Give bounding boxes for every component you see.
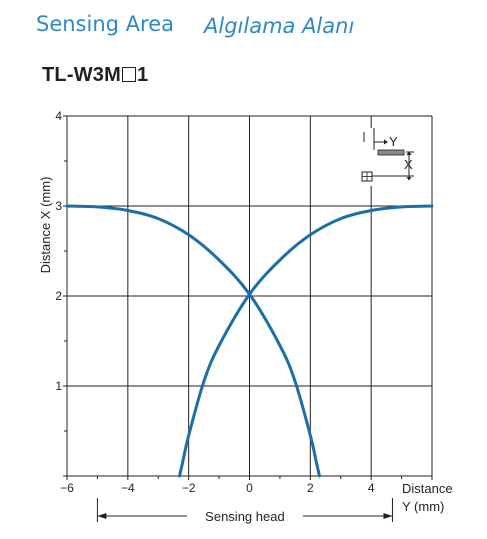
x-tick-label: −4 (121, 481, 135, 495)
x-tick-label: −6 (60, 481, 74, 495)
series-layer (65, 204, 434, 478)
section-title-english: Sensing Area (36, 12, 174, 36)
section-title-turkish: Algılama Alanı (204, 14, 355, 38)
sensor-inset-diagram: Y X (356, 128, 420, 186)
x-tick-label: 2 (307, 481, 314, 495)
inset-y-label: Y (389, 134, 398, 149)
grid (63, 115, 433, 480)
tick-labels: −6 −4 −2 0 2 4 1 2 3 4 (55, 109, 375, 495)
model-title: TL-W3M 1 (42, 64, 148, 87)
sensing-head-right-arrow-icon (383, 513, 393, 519)
sensing-head-dimension: Sensing head (96, 498, 393, 524)
y-tick-label: 4 (55, 109, 62, 123)
y-tick-label: 3 (55, 199, 62, 213)
inset-x-label: X (404, 157, 413, 172)
inset-x-arrow-down-icon (406, 177, 412, 181)
x-axis-label-line1: Distance (402, 481, 453, 496)
model-variant-box-icon (121, 67, 136, 82)
sensing-head-label: Sensing head (205, 509, 285, 524)
x-tick-label: −2 (182, 481, 196, 495)
x-tick-label: 0 (246, 481, 253, 495)
x-tick-label: 4 (368, 481, 375, 495)
sensing-head-left-arrow-icon (97, 513, 107, 519)
model-suffix: 1 (136, 64, 149, 86)
x-axis-label-line2: Y (mm) (402, 499, 444, 514)
y-tick-label: 2 (55, 289, 62, 303)
inset-y-arrow-icon (384, 139, 388, 145)
y-axis-label: Distance X (mm) (38, 177, 53, 274)
inset-x-arrow-up-icon (406, 151, 412, 155)
series-line-1 (65, 204, 321, 478)
y-tick-label: 1 (55, 379, 62, 393)
inset-target-hatched (377, 149, 405, 156)
model-prefix: TL-W3M (42, 64, 121, 86)
series-line-2 (178, 204, 434, 478)
